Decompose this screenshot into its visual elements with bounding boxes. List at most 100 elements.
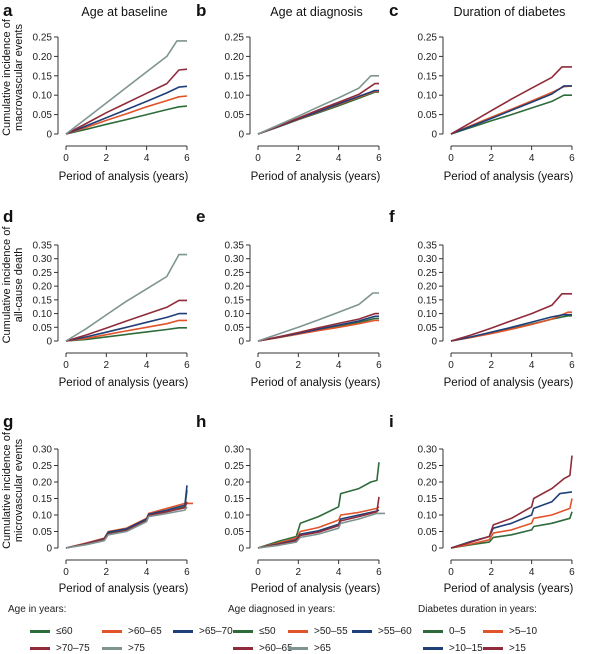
x-tick-label: 2 (489, 567, 495, 578)
y-tick-label: 0.05 (225, 323, 245, 334)
x-tick-label: 2 (296, 153, 302, 164)
panel-letter: b (196, 1, 206, 20)
panel-letter: c (389, 1, 398, 20)
x-tick-label: 2 (296, 360, 302, 371)
y-tick-label: 0 (431, 130, 437, 141)
legend-swatch (423, 629, 443, 633)
series-line (65, 105, 188, 135)
legend-swatch (288, 629, 308, 633)
y-tick-label: 0.10 (33, 91, 53, 102)
y-tick-label: 0.25 (418, 33, 438, 44)
x-axis-label: Period of analysis (years) (59, 377, 189, 389)
y-tick-label: 0.35 (33, 241, 53, 252)
x-tick-label: 6 (184, 153, 190, 164)
x-tick-label: 6 (569, 567, 575, 578)
y-tick-label: 0.15 (225, 295, 245, 306)
y-tick-label: 0.10 (33, 309, 53, 320)
y-tick-label: 0 (238, 544, 244, 555)
y-tick-label: 0.20 (33, 478, 53, 489)
legend-item: ≤60 (30, 626, 73, 637)
y-tick-label: 0.10 (418, 309, 438, 320)
y-tick-label: 0.15 (418, 71, 438, 82)
series-line (65, 312, 187, 342)
y-tick-label: 0.05 (418, 110, 438, 121)
legend-swatch (233, 646, 253, 650)
x-tick-label: 0 (448, 360, 454, 371)
x-tick-label: 6 (376, 360, 382, 371)
y-tick-label: 0.15 (33, 494, 53, 505)
y-tick-label: 0.30 (33, 445, 53, 456)
legend-label: >60–65 (128, 626, 162, 637)
series-line (450, 94, 572, 135)
legend-title: Age in years: (8, 604, 67, 615)
y-tick-label: 0.20 (418, 478, 438, 489)
panel-b: b Age at diagnosis 0 0.05 0.10 0.15 0.20 0.25 0 2… (196, 1, 382, 183)
legend-item: >65–70 (173, 626, 233, 637)
legend-item: >60–65 (102, 626, 162, 637)
panel-letter: e (196, 207, 205, 226)
panel-letter: f (389, 207, 395, 226)
legend-swatch (173, 629, 193, 633)
y-tick-label: 0.30 (418, 254, 438, 265)
x-tick-label: 4 (144, 153, 150, 164)
series-line (450, 498, 573, 549)
x-tick-label: 4 (529, 360, 535, 371)
y-tick-label: 0.20 (33, 52, 53, 63)
y-axis-label: Cumulative incidence of (1, 431, 13, 549)
panel-f: f 0 0.05 0.10 0.15 0.20 0.25 0.30 0.35 0 2 4 6 Period… (389, 207, 575, 389)
series-line (65, 490, 188, 549)
x-axis-label: Period of analysis (years) (444, 583, 574, 595)
x-axis-label: Period of analysis (years) (59, 583, 189, 595)
y-tick-label: 0.25 (33, 33, 53, 44)
y-tick-label: 0.30 (33, 254, 53, 265)
series-line (257, 292, 379, 342)
legend-title: Diabetes duration in years: (418, 604, 537, 615)
x-tick-label: 4 (529, 153, 535, 164)
legend-item: 0–5 (423, 626, 466, 637)
x-tick-label: 0 (255, 567, 261, 578)
legend-swatch (102, 646, 122, 650)
x-axis-label: Period of analysis (years) (59, 171, 189, 183)
x-tick-label: 2 (104, 360, 110, 371)
series-line (450, 292, 572, 342)
y-tick-label: 0.25 (418, 461, 438, 472)
panel-a: a Age at baseline Cumulative incidence of m… (1, 1, 190, 183)
x-axis-label: Period of analysis (years) (251, 377, 381, 389)
panel-letter: g (3, 412, 13, 431)
y-tick-label: 0.20 (418, 52, 438, 63)
y-tick-label: 0.10 (225, 309, 245, 320)
legend-swatch (352, 629, 372, 633)
legend-label: >50–55 (314, 626, 348, 637)
x-tick-label: 6 (184, 567, 190, 578)
panel-c: c Duration of diabetes 0 0.05 0.10 0.15 0.20 0.… (389, 1, 575, 183)
y-tick-label: 0.10 (418, 91, 438, 102)
y-tick-label: 0.25 (225, 461, 245, 472)
x-tick-label: 4 (336, 567, 342, 578)
y-tick-label: 0 (431, 337, 437, 348)
legend-item: >5–10 (483, 626, 537, 637)
series-line (65, 485, 188, 549)
legend-swatch (233, 629, 253, 633)
x-tick-label: 0 (448, 153, 454, 164)
legend-label: ≤50 (259, 626, 276, 637)
y-tick-label: 0.15 (418, 494, 438, 505)
x-tick-label: 6 (184, 360, 190, 371)
panel-letter: h (196, 412, 206, 431)
panel-e: e 0 0.05 0.10 0.15 0.20 0.25 0.30 0.35 0 2 4 6 Period… (196, 207, 382, 389)
series-line (257, 312, 379, 342)
y-tick-label: 0.15 (225, 71, 245, 82)
legend-area: Age in years: ≤60 >60–65 >65–70 >70–75 >75 Age… (0, 604, 590, 654)
y-tick-label: 0 (431, 544, 437, 555)
series-line (450, 511, 573, 549)
x-tick-label: 2 (104, 567, 110, 578)
legend-label: ≤60 (56, 626, 73, 637)
series-line (257, 75, 379, 135)
y-tick-label: 0.35 (418, 241, 438, 252)
y-tick-label: 0.25 (33, 461, 53, 472)
y-tick-label: 0.05 (418, 323, 438, 334)
y-tick-label: 0.20 (225, 52, 245, 63)
y-tick-label: 0.05 (33, 110, 53, 121)
y-tick-label: 0.10 (225, 91, 245, 102)
y-tick-label: 0.05 (225, 110, 245, 121)
